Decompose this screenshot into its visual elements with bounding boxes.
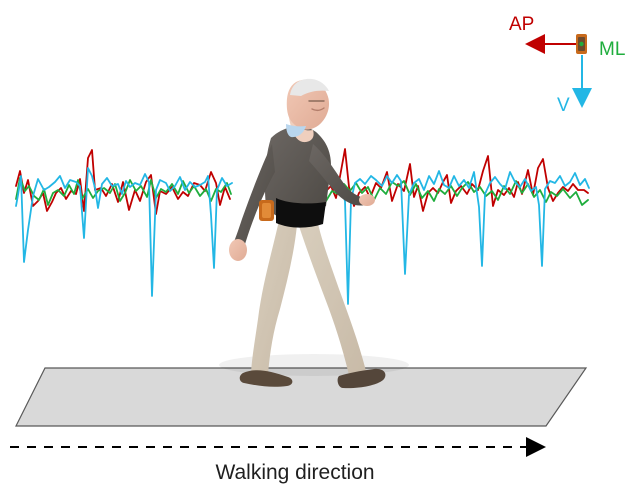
v-axis-label: V [557, 95, 570, 116]
v-signal-left [15, 167, 233, 297]
collar [286, 124, 306, 138]
signals-layer [15, 148, 590, 305]
left-leg [239, 211, 297, 387]
v-signal-right [325, 170, 590, 305]
walking-direction-label: Walking direction [215, 461, 375, 484]
left-arm [229, 144, 275, 261]
sensor-axes [525, 34, 592, 108]
ap-axis-label: AP [509, 14, 535, 35]
sensor-icon [576, 34, 587, 54]
wearable-sensor [259, 200, 274, 221]
floor-mat [15, 367, 588, 427]
torso [264, 126, 331, 228]
walking-elderly-man [219, 78, 409, 389]
ml-axis-label: ML [599, 39, 626, 60]
right-arm [309, 144, 375, 206]
right-leg [296, 210, 386, 389]
